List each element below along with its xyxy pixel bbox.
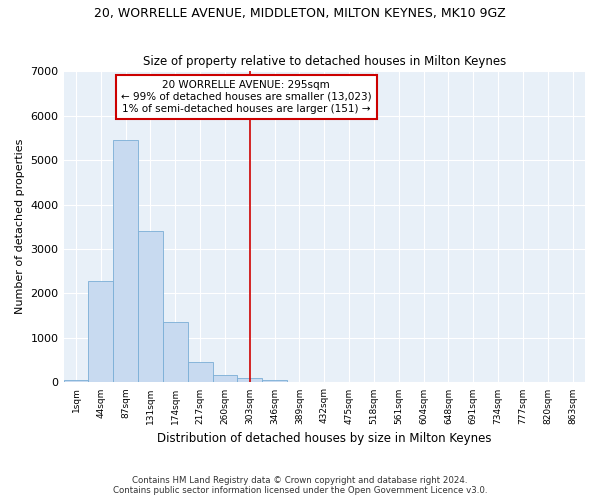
Text: Contains HM Land Registry data © Crown copyright and database right 2024.
Contai: Contains HM Land Registry data © Crown c…	[113, 476, 487, 495]
Bar	[163, 322, 188, 382]
Bar	[188, 362, 212, 382]
Title: Size of property relative to detached houses in Milton Keynes: Size of property relative to detached ho…	[143, 56, 506, 68]
Bar	[113, 140, 138, 382]
Y-axis label: Number of detached properties: Number of detached properties	[15, 139, 25, 314]
Bar	[88, 281, 113, 382]
Bar	[138, 231, 163, 382]
Text: 20 WORRELLE AVENUE: 295sqm
← 99% of detached houses are smaller (13,023)
1% of s: 20 WORRELLE AVENUE: 295sqm ← 99% of deta…	[121, 80, 371, 114]
Bar	[212, 376, 238, 382]
Text: 20, WORRELLE AVENUE, MIDDLETON, MILTON KEYNES, MK10 9GZ: 20, WORRELLE AVENUE, MIDDLETON, MILTON K…	[94, 8, 506, 20]
Bar	[262, 380, 287, 382]
Bar	[238, 378, 262, 382]
X-axis label: Distribution of detached houses by size in Milton Keynes: Distribution of detached houses by size …	[157, 432, 491, 445]
Bar	[64, 380, 88, 382]
